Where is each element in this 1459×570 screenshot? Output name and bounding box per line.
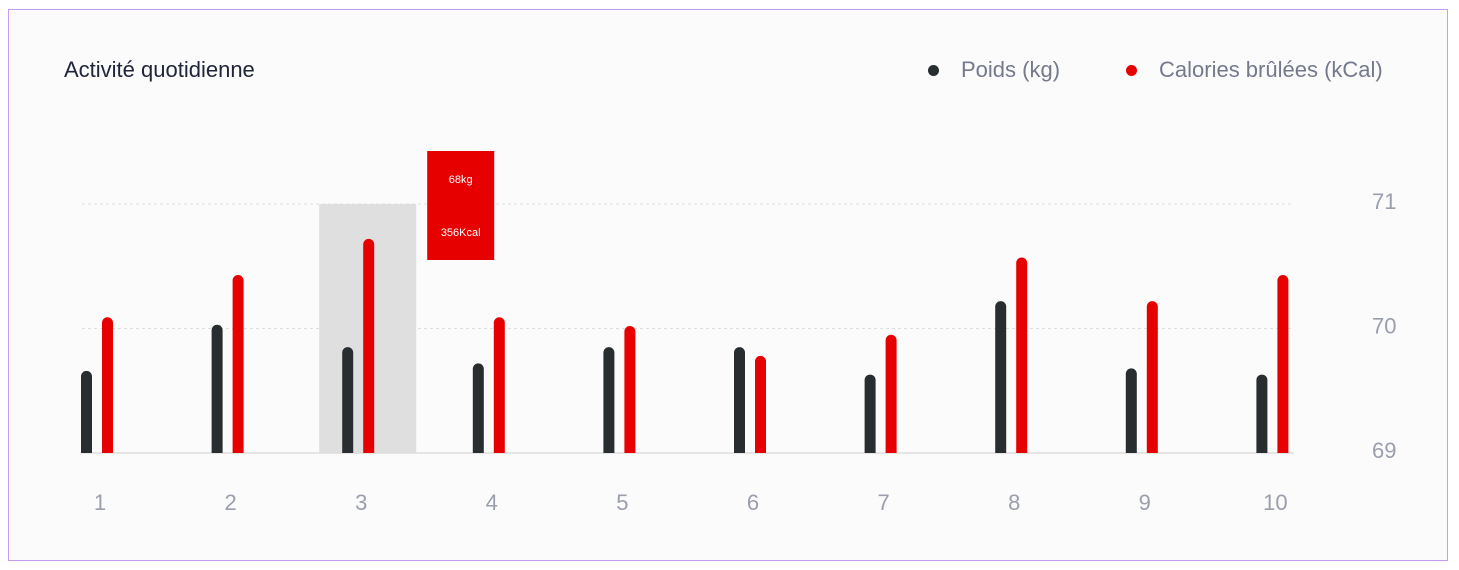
bar-calories[interactable] <box>624 326 636 453</box>
bar-calories[interactable] <box>232 274 244 453</box>
bar-weight[interactable] <box>342 347 354 453</box>
x-tick-label: 5 <box>616 490 628 515</box>
bar-weight[interactable] <box>603 347 615 453</box>
tooltip-calories: 356Kcal <box>441 227 481 239</box>
x-tick-label: 3 <box>355 490 367 515</box>
bar-weight[interactable] <box>734 347 745 453</box>
bar-weight[interactable] <box>472 363 484 453</box>
bar-calories[interactable] <box>885 334 897 453</box>
bar-calories[interactable] <box>1277 274 1289 453</box>
dot-icon <box>1126 64 1137 76</box>
bar-calories[interactable] <box>363 238 375 453</box>
chart-legend: Poids (kg) Calories brûlées (kCal) <box>0 57 1459 87</box>
x-tick-label: 4 <box>486 490 498 515</box>
legend-item-calories: Calories brûlées (kCal) <box>1126 57 1383 83</box>
bar-calories[interactable] <box>1016 257 1028 453</box>
y-tick-label: 70 <box>1372 314 1396 339</box>
bar-weight[interactable] <box>1256 374 1268 453</box>
x-tick-label: 2 <box>224 490 236 515</box>
bar-weight[interactable] <box>211 324 223 453</box>
x-tick-label: 1 <box>94 490 106 515</box>
tooltip-weight: 68kg <box>449 174 473 186</box>
activity-card <box>8 9 1448 561</box>
bar-weight[interactable] <box>1125 368 1137 453</box>
bar-calories[interactable] <box>1146 301 1158 453</box>
legend-label-calories: Calories brûlées (kCal) <box>1159 57 1383 82</box>
y-tick-label: 71 <box>1372 189 1396 214</box>
chart-title: Activité quotidienne <box>64 57 255 82</box>
bar-calories[interactable] <box>493 317 505 453</box>
bar-weight[interactable] <box>995 301 1007 453</box>
y-tick-label: 69 <box>1372 438 1396 463</box>
legend-item-weight: Poids (kg) <box>928 57 1060 83</box>
tooltip-box <box>427 151 495 260</box>
x-tick-label: 9 <box>1139 490 1151 515</box>
dot-icon <box>928 64 939 76</box>
x-tick-label: 7 <box>877 490 889 515</box>
legend-label-weight: Poids (kg) <box>961 57 1061 82</box>
x-tick-label: 10 <box>1263 490 1287 515</box>
x-tick-label: 6 <box>747 490 759 515</box>
bar-calories[interactable] <box>102 317 113 453</box>
bar-weight[interactable] <box>81 370 92 453</box>
x-tick-label: 8 <box>1008 490 1020 515</box>
bar-calories[interactable] <box>755 355 766 453</box>
bar-weight[interactable] <box>864 374 876 453</box>
